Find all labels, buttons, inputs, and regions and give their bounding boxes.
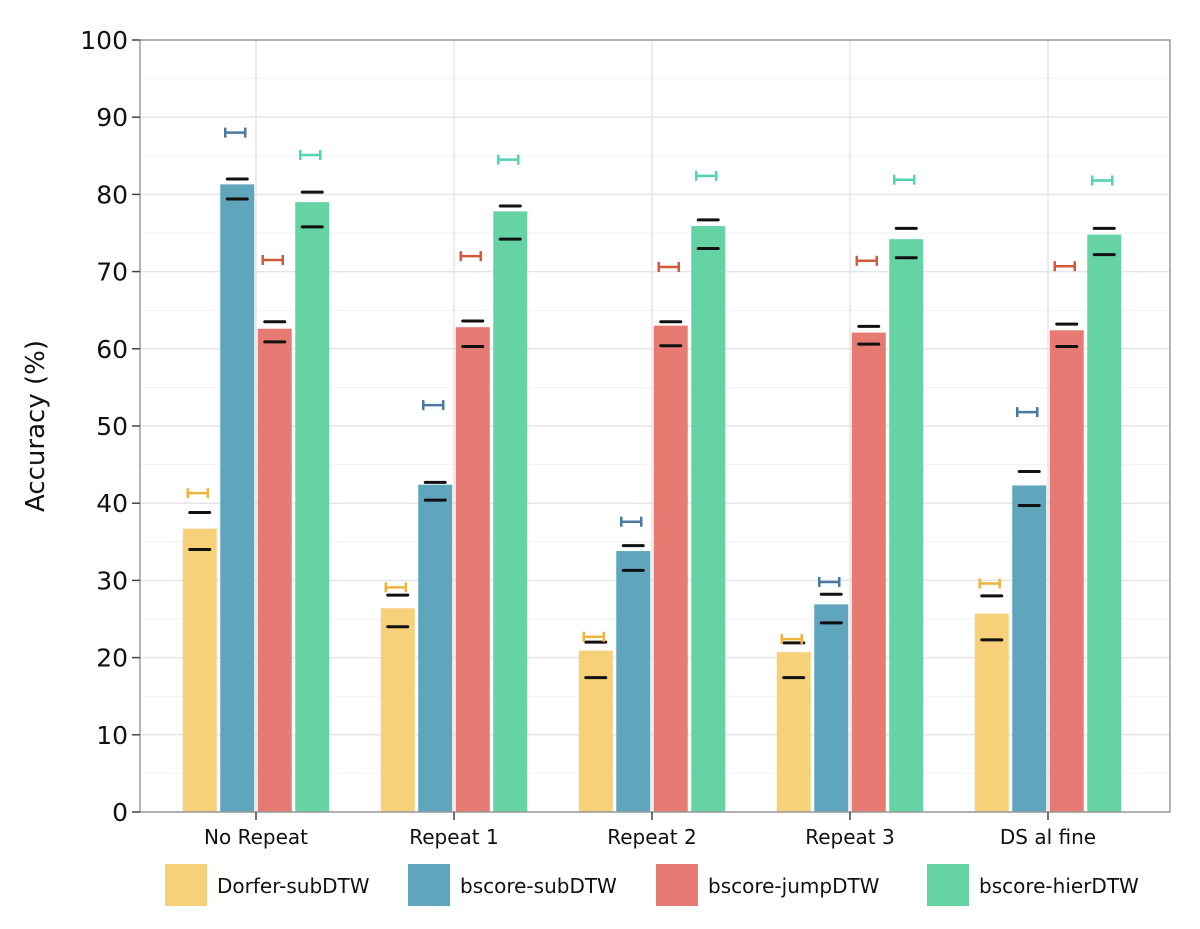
bars-layer — [182, 184, 1122, 812]
legend-label: bscore-subDTW — [460, 874, 617, 898]
bar — [889, 239, 924, 812]
range-marker — [422, 400, 445, 411]
legend-label: Dorfer-subDTW — [217, 874, 370, 898]
legend: Dorfer-subDTW bscore-subDTW bscore-jumpDTW… — [165, 864, 1139, 906]
range-marker — [780, 634, 803, 645]
bar — [1049, 330, 1084, 812]
y-tick-label: 0 — [112, 798, 128, 827]
legend-label: bscore-hierDTW — [979, 874, 1139, 898]
range-marker — [497, 154, 520, 165]
bar — [455, 327, 490, 812]
y-tick-label: 80 — [96, 180, 128, 209]
range-marker — [1016, 407, 1039, 418]
x-tick-label: Repeat 3 — [805, 825, 894, 849]
error-markers-layer — [186, 127, 1116, 680]
y-tick-label: 40 — [96, 489, 128, 518]
y-axis: 0 10 20 30 40 50 60 70 80 90 100 — [80, 26, 140, 827]
range-marker — [299, 150, 322, 161]
legend-swatch — [165, 864, 207, 906]
legend-swatch — [927, 864, 969, 906]
bar — [1012, 485, 1047, 812]
bar — [220, 184, 255, 812]
bar — [851, 332, 886, 812]
x-tick-label: DS al fine — [1000, 825, 1096, 849]
bar — [257, 328, 292, 812]
y-tick-label: 100 — [80, 26, 128, 55]
bar — [493, 211, 528, 812]
y-tick-label: 10 — [96, 721, 128, 750]
range-marker — [893, 174, 916, 185]
bar — [974, 613, 1009, 812]
y-tick-label: 30 — [96, 566, 128, 595]
legend-swatch — [408, 864, 450, 906]
range-marker — [695, 170, 718, 181]
legend-swatch — [656, 864, 698, 906]
x-tick-label: Repeat 1 — [409, 825, 498, 849]
range-marker — [818, 576, 841, 587]
range-marker — [459, 251, 482, 262]
range-marker — [384, 582, 407, 593]
y-tick-label: 60 — [96, 335, 128, 364]
range-marker — [186, 488, 209, 499]
bar — [691, 226, 726, 812]
bar — [295, 202, 330, 812]
range-marker — [224, 127, 247, 138]
bar — [182, 528, 217, 812]
bar — [418, 484, 453, 812]
bar — [776, 652, 811, 812]
range-marker — [1091, 175, 1114, 186]
range-marker — [582, 631, 605, 642]
y-tick-label: 70 — [96, 258, 128, 287]
bar — [578, 650, 613, 812]
bar — [616, 551, 651, 812]
y-axis-title: Accuracy (%) — [21, 340, 51, 512]
range-marker — [855, 255, 878, 266]
x-tick-label: No Repeat — [204, 825, 308, 849]
range-marker — [657, 261, 680, 272]
y-tick-label: 50 — [96, 412, 128, 441]
y-tick-label: 90 — [96, 103, 128, 132]
legend-label: bscore-jumpDTW — [708, 874, 880, 898]
range-marker — [978, 578, 1001, 589]
bar — [1087, 234, 1122, 812]
range-marker — [1053, 261, 1076, 272]
x-axis: No Repeat Repeat 1 Repeat 2 Repeat 3 DS al f… — [204, 812, 1096, 849]
range-marker — [261, 255, 284, 266]
range-marker — [620, 516, 643, 527]
bar — [814, 604, 849, 812]
y-tick-label: 20 — [96, 644, 128, 673]
bar — [380, 608, 415, 812]
x-tick-label: Repeat 2 — [607, 825, 696, 849]
bar — [653, 325, 688, 812]
